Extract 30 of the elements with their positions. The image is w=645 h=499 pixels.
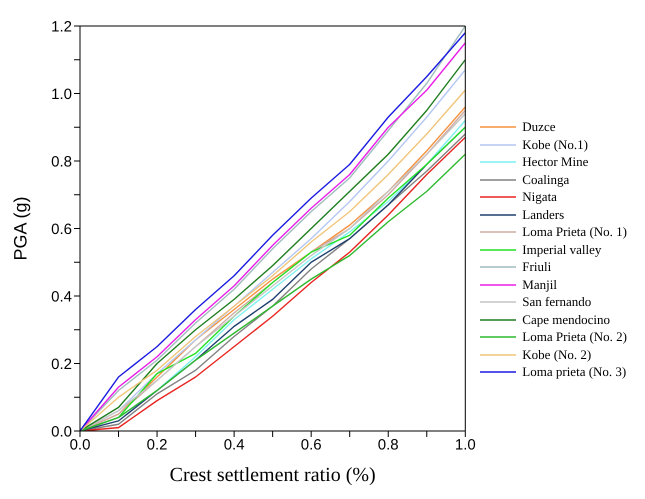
legend-label: Loma prieta (No. 3) bbox=[522, 364, 626, 379]
legend-label: Loma Prieta (No. 1) bbox=[522, 224, 627, 239]
legend-label: San fernando bbox=[522, 294, 592, 309]
x-tick-label: 0.6 bbox=[300, 436, 322, 454]
legend-label: Imperial valley bbox=[522, 242, 602, 256]
y-tick-label: 1.2 bbox=[51, 18, 72, 36]
y-tick-label: 0.2 bbox=[51, 356, 72, 373]
x-tick-label: 0.4 bbox=[224, 436, 245, 454]
legend-label: Hector Mine bbox=[522, 154, 588, 169]
legend-label: Duzce bbox=[522, 119, 556, 134]
legend-label: Cape mendocino bbox=[522, 312, 610, 326]
legend-label: Coalinga bbox=[522, 172, 570, 186]
legend-label: Kobe (No.1) bbox=[522, 136, 588, 152]
legend-label: Landers bbox=[522, 206, 564, 222]
y-tick-label: 0.6 bbox=[51, 220, 72, 238]
y-tick-label: 1.0 bbox=[51, 86, 72, 103]
legend-label: Kobe (No. 2) bbox=[522, 346, 592, 362]
x-tick-label: 0.8 bbox=[378, 436, 399, 454]
y-axis-title: PGA (g) bbox=[10, 196, 30, 261]
y-tick-label: 0.0 bbox=[51, 423, 72, 440]
legend-label: Manjil bbox=[522, 276, 557, 292]
legend-label: Loma Prieta (No. 2) bbox=[522, 329, 627, 344]
x-tick-label: 0.0 bbox=[70, 436, 90, 454]
x-tick-label: 1.0 bbox=[454, 436, 476, 454]
legend-label: Nigata bbox=[522, 189, 557, 204]
x-tick-label: 0.2 bbox=[146, 436, 168, 454]
x-axis-title: Crest settlement ratio (%) bbox=[170, 464, 376, 486]
y-tick-label: 0.4 bbox=[51, 288, 72, 306]
legend-label: Friuli bbox=[522, 259, 552, 274]
y-tick-label: 0.8 bbox=[51, 153, 72, 170]
